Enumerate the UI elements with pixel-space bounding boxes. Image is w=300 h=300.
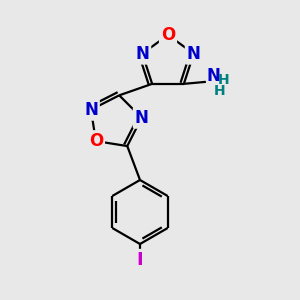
Text: I: I (137, 251, 143, 269)
Text: N: N (207, 67, 221, 85)
Text: N: N (84, 101, 98, 119)
Text: O: O (161, 26, 175, 44)
Text: O: O (89, 132, 103, 150)
Text: N: N (135, 109, 148, 127)
Text: H: H (218, 73, 230, 87)
Text: H: H (214, 84, 226, 98)
Text: N: N (135, 45, 149, 63)
Text: N: N (187, 45, 201, 63)
